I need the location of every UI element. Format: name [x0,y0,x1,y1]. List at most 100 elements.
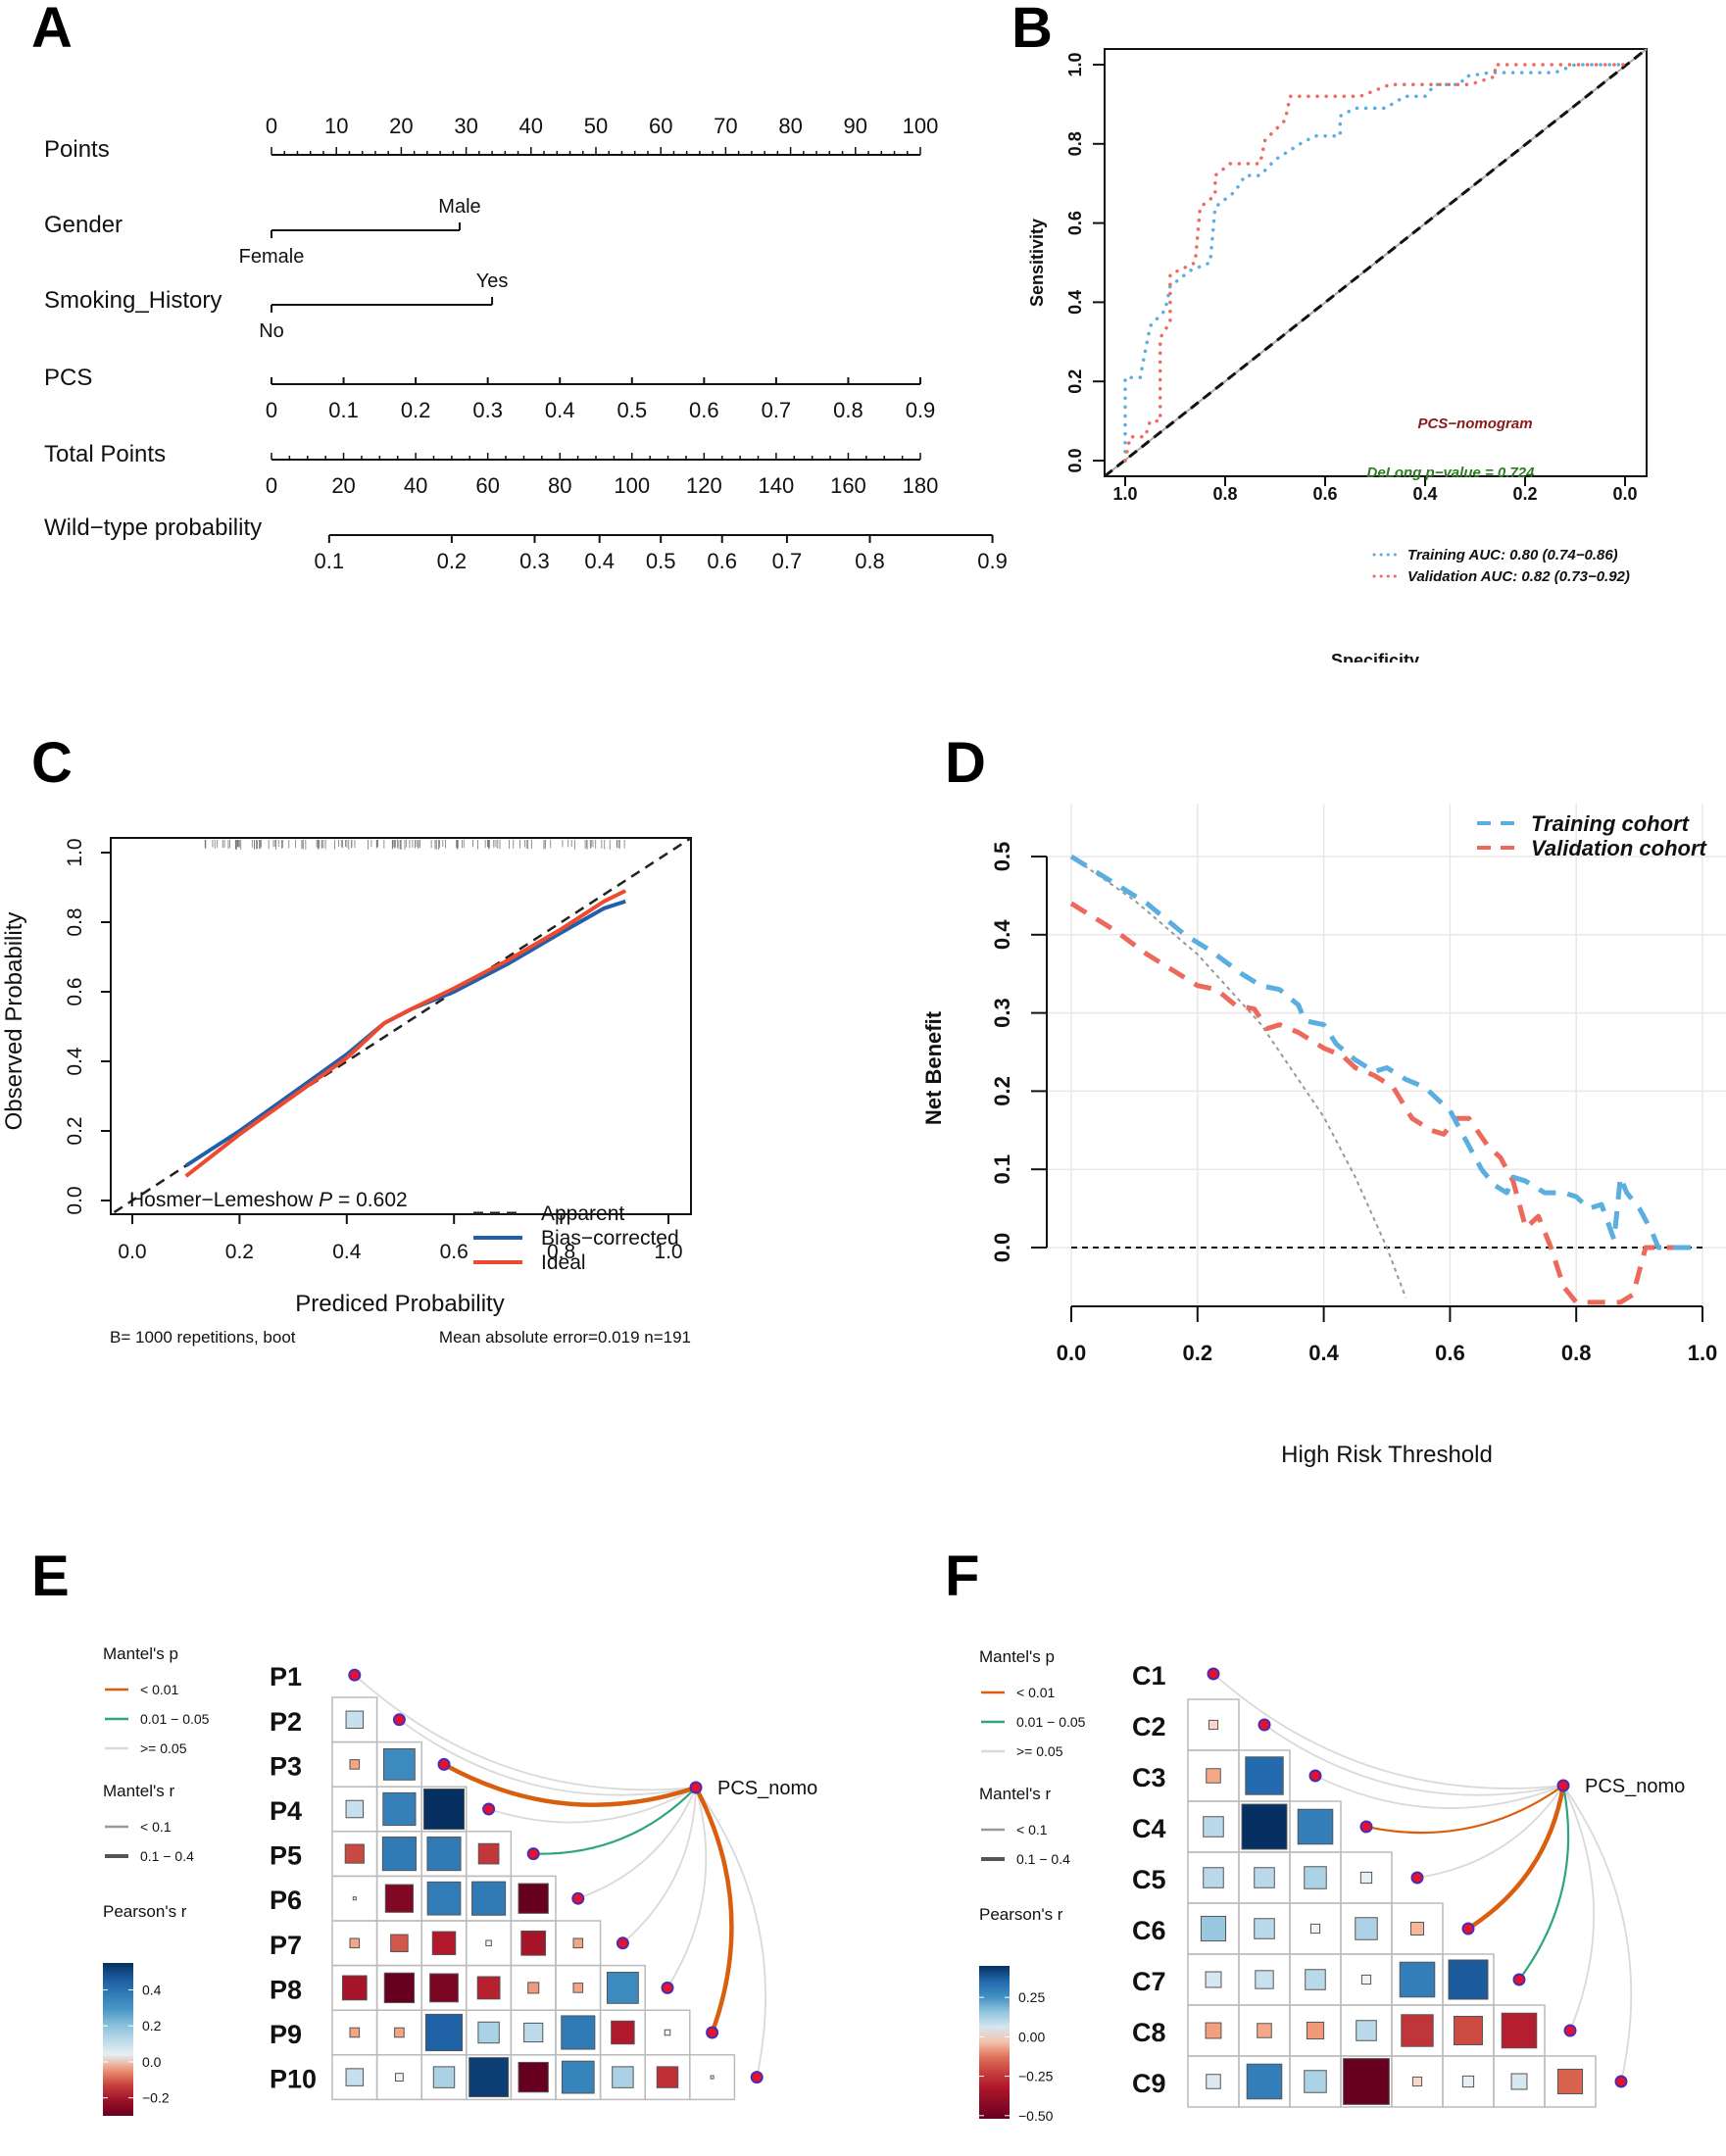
total-tick-label: 140 [759,473,795,498]
y-tick-label: 0.0 [64,1186,86,1214]
correlation-square [1304,2070,1327,2093]
row-label: C8 [1132,2018,1166,2047]
correlation-square [432,2066,456,2088]
pcs-tick-label: 0.3 [472,398,503,422]
y-axis-title: Observed Probability [1,912,27,1131]
correlation-square [607,1972,639,2004]
wtp-tick-label: 0.5 [646,549,676,573]
correlation-square [349,1937,361,1949]
correlation-square [426,1837,462,1872]
total-tick-label: 100 [614,473,650,498]
correlation-square [1306,2021,1325,2040]
correlation-square [1297,1808,1334,1845]
mantel-link [1562,1785,1633,2082]
correlation-square [476,1976,501,2000]
mantel-link [1365,1785,1564,1835]
legend-title: Mantel's p [979,1647,1055,1666]
correlation-square [382,1791,417,1827]
gender-level-label: Male [438,196,480,218]
variable-node [750,2071,764,2084]
correlation-square [352,1896,357,1901]
row-label: Gender [44,212,123,238]
legend-label: < 0.1 [140,1819,172,1835]
legend-title: Mantel's r [979,1785,1051,1803]
y-tick-label: 0.4 [990,919,1014,950]
x-tick-label: 0.0 [118,1241,146,1263]
x-tick-label: 0.6 [1435,1341,1465,1365]
heatmap-cell [1544,2055,1597,2108]
y-tick-label: 1.0 [1065,52,1085,76]
legend-label: Bias−corrected [541,1227,679,1250]
correlation-square [1359,1871,1373,1885]
correlation-square [1255,1970,1274,1989]
x-tick-label: 0.6 [440,1241,468,1263]
pcs-tick-label: 0.2 [401,398,431,422]
legend-label: Training cohort [1531,811,1691,836]
legend-title: Pearson's r [103,1902,187,1921]
variable-node [1258,1718,1271,1732]
variable-node [1563,2024,1577,2037]
correlation-square [471,1881,507,1916]
row-label: P2 [270,1707,302,1737]
x-tick-label: 0.2 [1183,1341,1213,1365]
plot-frame [1104,48,1648,477]
correlation-square [429,1973,459,2003]
correlation-square [1304,1866,1327,1889]
mantel-link [1416,1785,1564,1879]
correlation-square [1410,1922,1424,1936]
correlation-square [527,1982,540,1994]
y-tick-label: 0.4 [64,1047,86,1076]
legend-label: 0.1 − 0.4 [1016,1851,1070,1867]
legend-title: Mantel's p [103,1644,178,1663]
correlation-square [656,2066,679,2088]
correlation-square [1556,2068,1584,2095]
total-tick-label: 160 [830,473,866,498]
correlation-square [1203,1816,1224,1838]
colorbar-tick-label: −0.2 [142,2090,170,2106]
row-label: P4 [270,1796,302,1826]
pcs-tick-label: 0.4 [545,398,575,422]
ideal-curve [184,889,627,1178]
row-label: C5 [1132,1865,1166,1894]
correlation-square [1360,1974,1372,1985]
x-axis-title: High Risk Threshold [1281,1442,1493,1468]
x-tick-label: 0.2 [225,1241,254,1263]
mantel-link [1466,1785,1566,1931]
y-tick-label: 0.4 [1065,290,1085,315]
x-tick-label: 1.0 [1112,484,1137,504]
panel-label-a: A [31,0,73,60]
points-tick-label: 100 [903,114,939,138]
row-label: P3 [270,1751,302,1781]
row-label: C4 [1132,1814,1166,1843]
mantel-link [621,1787,697,1944]
points-tick-label: 70 [714,114,737,138]
total-tick-label: 80 [548,473,571,498]
correlation-square [394,2027,405,2038]
y-tick-label: 1.0 [64,838,86,866]
colorbar-tick-label: 0.4 [142,1983,162,1998]
legend-label: >= 0.05 [1016,1743,1063,1759]
y-tick-label: 0.1 [990,1154,1014,1185]
correlation-square [1254,1867,1275,1888]
mantel-link [666,1787,708,1988]
variable-node [571,1891,585,1905]
points-tick-label: 60 [649,114,672,138]
legend-label: >= 0.05 [140,1740,187,1756]
training-roc-curve [1123,63,1627,463]
legend-label: < 0.01 [140,1682,179,1697]
pearson-colorbar [979,1966,1010,2119]
y-tick-label: 0.3 [990,998,1014,1028]
colorbar-tick-label: 0.00 [1018,2029,1045,2044]
colorbar-tick-label: −0.25 [1018,2069,1054,2084]
colorbar-tick-label: 0.2 [142,2018,162,2034]
correlation-square [1309,1923,1321,1935]
legend-label: Validation cohort [1531,836,1708,860]
correlation-square [345,1710,365,1730]
legend-title: Pearson's r [979,1905,1063,1924]
legend-label: Validation AUC: 0.82 (0.73−0.92) [1407,568,1630,585]
correlation-square [1206,1768,1221,1784]
correlation-square [710,2075,715,2080]
correlation-square [1208,1719,1219,1731]
legend-label: Apparent [541,1202,624,1225]
row-label: Wild−type probability [44,514,262,541]
